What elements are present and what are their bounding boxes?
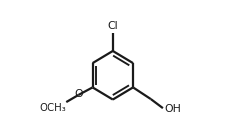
Text: OH: OH: [164, 104, 180, 114]
Text: OCH₃: OCH₃: [39, 103, 65, 113]
Text: O: O: [74, 89, 83, 99]
Text: Cl: Cl: [107, 21, 118, 31]
